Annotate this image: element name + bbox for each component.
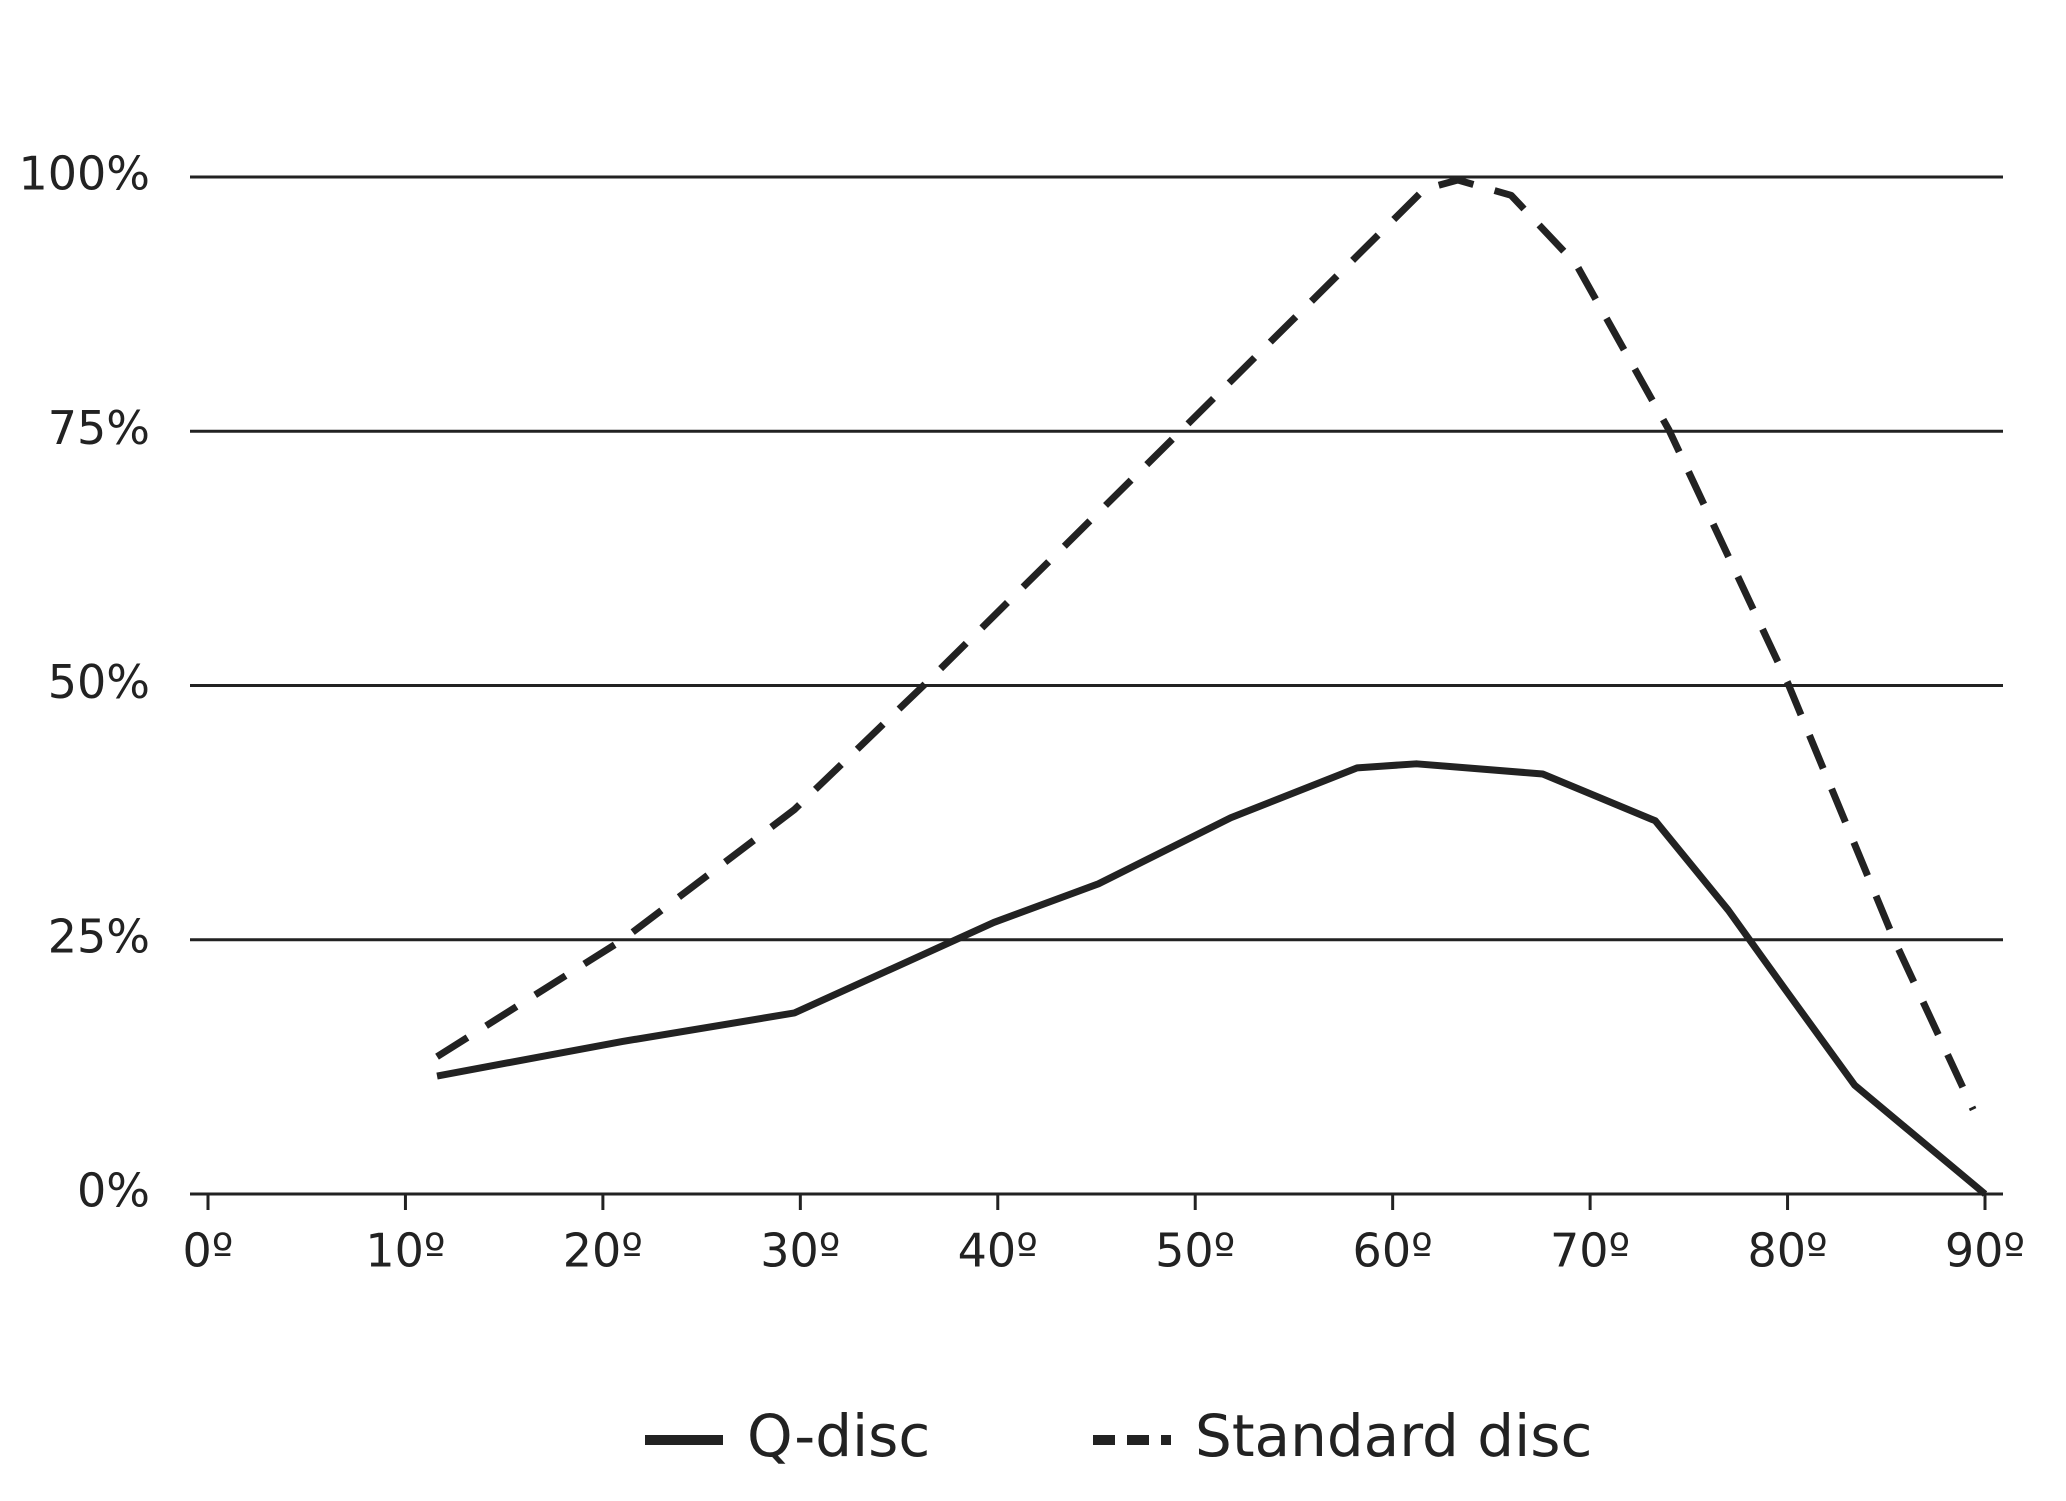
x-tick-label: 30º xyxy=(760,1224,840,1278)
x-tick-label: 50º xyxy=(1155,1224,1235,1278)
x-tick-label: 10º xyxy=(365,1224,445,1278)
y-tick-label: 0% xyxy=(77,1164,150,1218)
x-tick-label: 90º xyxy=(1945,1224,2025,1278)
y-tick-label: 50% xyxy=(48,655,150,709)
series-line xyxy=(436,760,1988,1197)
x-tick-label: 80º xyxy=(1747,1224,1827,1278)
legend-label: Q-disc xyxy=(747,1402,930,1470)
x-tick-label: 40º xyxy=(958,1224,1038,1278)
y-tick-label: 25% xyxy=(48,909,150,963)
y-tick-label: 100% xyxy=(18,147,150,201)
x-tick-label: 70º xyxy=(1550,1224,1630,1278)
x-tick-label: 60º xyxy=(1353,1224,1433,1278)
series-line xyxy=(435,176,1977,1112)
legend-label: Standard disc xyxy=(1195,1402,1592,1470)
x-tick-label: 0º xyxy=(183,1224,234,1278)
y-tick-label: 75% xyxy=(48,401,150,455)
x-tick-label: 20º xyxy=(563,1224,643,1278)
